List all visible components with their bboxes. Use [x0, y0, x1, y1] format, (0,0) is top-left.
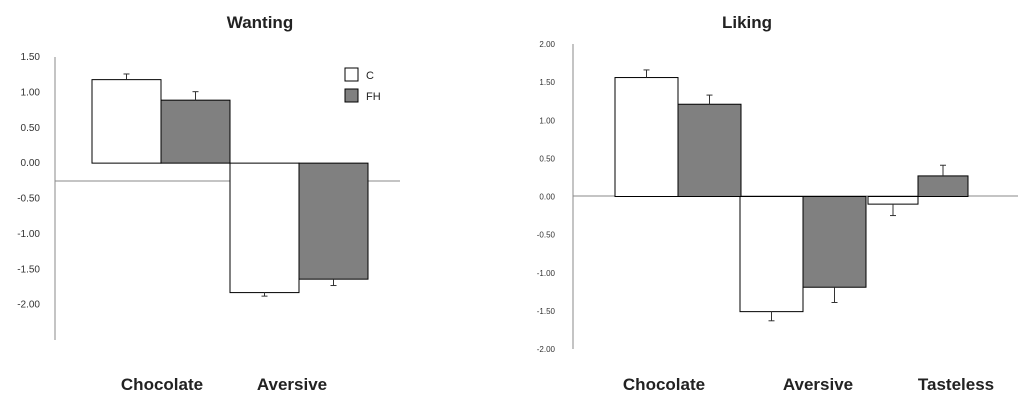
liking-y-tick-label: 1.00	[539, 116, 555, 125]
legend: C FH	[344, 67, 381, 103]
wanting-y-tick-label: -1.50	[17, 264, 40, 275]
liking-y-tick-label: 0.50	[539, 154, 555, 163]
wanting-y-ticks: 1.50 1.00 0.50 0.00 -0.50 -1.00 -1.50 -2.00	[17, 52, 40, 311]
liking-bar-c	[614, 77, 679, 197]
wanting-bar-c	[91, 79, 162, 164]
liking-chart: Liking 2.00 1.50 1.00 0.50 0.00 -0.50 -1.00 -1.…	[537, 13, 1018, 394]
wanting-chart-title: Wanting	[227, 13, 293, 32]
wanting-category-label: Aversive	[257, 375, 327, 394]
wanting-chart: Wanting 1.50 1.00 0.50 0.00 -0.50 -1.00 -1.50 -…	[17, 13, 400, 394]
liking-category-label: Tasteless	[918, 375, 994, 394]
wanting-y-tick-label: -2.00	[17, 300, 40, 311]
liking-category-label: Aversive	[783, 375, 853, 394]
wanting-y-tick-label: 1.00	[21, 87, 41, 98]
wanting-y-tick-label: -1.00	[17, 229, 40, 240]
liking-bar-fh	[917, 175, 969, 198]
liking-y-tick-label: 2.00	[539, 40, 555, 49]
wanting-y-tick-label: 1.50	[21, 52, 41, 63]
liking-bar-fh	[677, 103, 742, 197]
wanting-y-tick-label: 0.00	[21, 158, 41, 169]
legend-swatch-c	[344, 67, 359, 82]
liking-y-tick-label: -2.00	[537, 345, 556, 354]
wanting-y-tick-label: -0.50	[17, 194, 40, 205]
liking-bar-c	[867, 196, 919, 205]
legend-swatch-fh	[344, 88, 359, 103]
liking-y-tick-label: 1.50	[539, 78, 555, 87]
liking-y-tick-label: -0.50	[537, 231, 556, 240]
wanting-bar-fh	[160, 99, 231, 164]
wanting-bar-fh	[298, 162, 369, 280]
legend-label-fh: FH	[366, 91, 381, 103]
liking-bar-fh	[802, 196, 867, 288]
wanting-bars	[91, 73, 369, 297]
wanting-bar-c	[229, 162, 300, 294]
wanting-y-tick-label: 0.50	[21, 123, 41, 134]
liking-y-tick-label: -1.50	[537, 307, 556, 316]
liking-bar-c	[739, 196, 804, 313]
liking-chart-title: Liking	[722, 13, 772, 32]
wanting-category-label: Chocolate	[121, 375, 203, 394]
liking-y-tick-label: -1.00	[537, 269, 556, 278]
liking-bars	[614, 69, 969, 322]
legend-label-c: C	[366, 70, 374, 82]
liking-category-label: Chocolate	[623, 375, 705, 394]
liking-y-tick-label: 0.00	[539, 193, 555, 202]
liking-y-ticks: 2.00 1.50 1.00 0.50 0.00 -0.50 -1.00 -1.50 -2.00	[537, 40, 556, 354]
